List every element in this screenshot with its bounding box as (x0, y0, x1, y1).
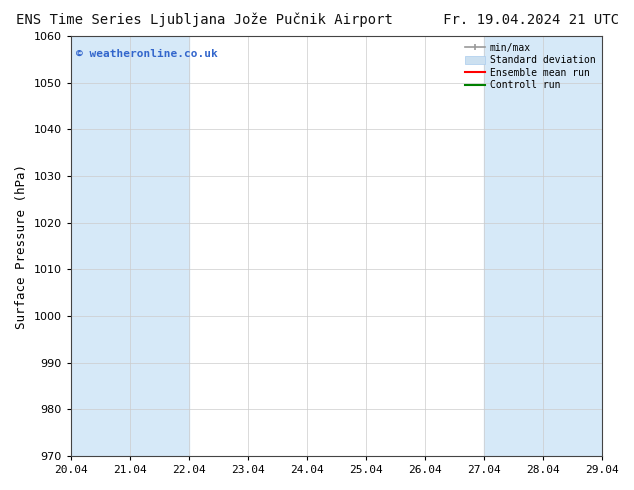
Y-axis label: Surface Pressure (hPa): Surface Pressure (hPa) (15, 164, 28, 329)
Bar (41, 36, 189, 456)
Bar (602, 36, 631, 456)
Legend: min/max, Standard deviation, Ensemble mean run, Controll run: min/max, Standard deviation, Ensemble me… (463, 41, 597, 92)
Text: ENS Time Series Ljubljana Jože Pučnik Airport      Fr. 19.04.2024 21 UTC: ENS Time Series Ljubljana Jože Pučnik Ai… (15, 12, 619, 27)
Bar (484, 36, 602, 456)
Text: © weatheronline.co.uk: © weatheronline.co.uk (76, 49, 217, 59)
